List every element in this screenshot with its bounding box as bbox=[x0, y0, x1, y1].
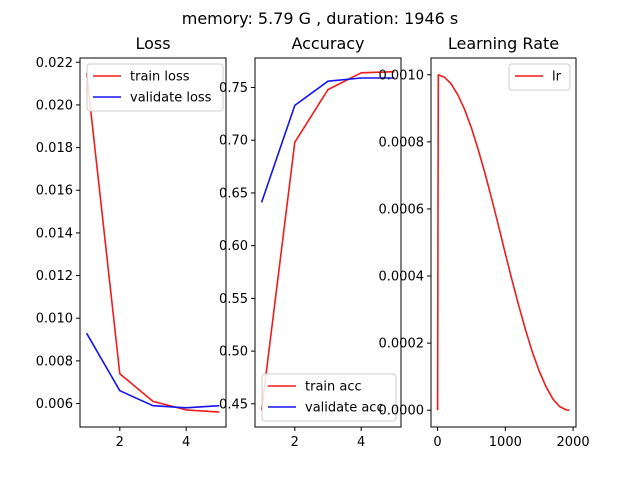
y-tick-label: 0.0000 bbox=[379, 404, 425, 419]
legend-label: train acc bbox=[305, 380, 362, 395]
y-tick-label: 0.50 bbox=[219, 345, 248, 360]
x-tick-label: 1000 bbox=[489, 435, 522, 450]
x-tick-label: 2 bbox=[116, 435, 124, 450]
y-tick-label: 0.0006 bbox=[379, 202, 425, 217]
x-tick-label: 2 bbox=[291, 435, 299, 450]
x-tick-label: 4 bbox=[182, 435, 190, 450]
legend-label: validate loss bbox=[130, 91, 212, 106]
y-tick-label: 0.012 bbox=[36, 269, 73, 284]
y-tick-label: 0.018 bbox=[36, 141, 73, 156]
y-tick-label: 0.016 bbox=[36, 184, 73, 199]
y-tick-label: 0.70 bbox=[219, 134, 248, 149]
y-tick-label: 0.0008 bbox=[379, 135, 425, 150]
panel-title: Learning Rate bbox=[448, 34, 559, 53]
y-tick-label: 0.0002 bbox=[379, 337, 425, 352]
series-line-validate-acc bbox=[260, 77, 395, 203]
axes-frame bbox=[254, 57, 402, 428]
y-tick-label: 0.65 bbox=[219, 186, 248, 201]
legend-label: lr bbox=[552, 70, 562, 85]
y-tick-label: 0.020 bbox=[36, 98, 73, 113]
x-tick-label: 0 bbox=[433, 435, 441, 450]
figure-suptitle: memory: 5.79 G , duration: 1946 s bbox=[182, 9, 458, 28]
panel-1: Accuracy 0.45 0.50 0.55 0.60 0.65 0.70 0.75 2 4 tr… bbox=[219, 34, 402, 450]
y-tick-label: 0.55 bbox=[219, 292, 248, 307]
legend-label: train loss bbox=[130, 70, 190, 85]
y-tick-label: 0.60 bbox=[219, 239, 248, 254]
y-tick-label: 0.014 bbox=[36, 226, 73, 241]
y-tick-label: 0.010 bbox=[36, 312, 73, 327]
x-tick-label: 2000 bbox=[557, 435, 590, 450]
series-line-lr bbox=[436, 74, 570, 411]
panel-0: Loss 0.006 0.008 0.010 0.012 0.014 0.016 0.018 0… bbox=[36, 34, 227, 450]
legend-box bbox=[508, 63, 571, 91]
series-line-train-loss bbox=[85, 72, 220, 413]
panel-title: Loss bbox=[135, 34, 170, 53]
y-tick-label: 0.75 bbox=[219, 81, 248, 96]
y-tick-label: 0.0010 bbox=[379, 68, 425, 83]
x-tick-label: 4 bbox=[357, 435, 365, 450]
axes-frame bbox=[430, 57, 577, 428]
y-tick-label: 0.45 bbox=[219, 397, 248, 412]
y-tick-label: 0.006 bbox=[36, 397, 73, 412]
y-tick-label: 0.022 bbox=[36, 56, 73, 71]
y-tick-label: 0.0004 bbox=[379, 270, 425, 285]
axes-frame bbox=[79, 57, 227, 428]
y-tick-label: 0.008 bbox=[36, 354, 73, 369]
panel-title: Accuracy bbox=[291, 34, 364, 53]
series-line-validate-loss bbox=[85, 332, 220, 409]
panel-2: Learning Rate 0.0000 0.0002 0.0004 0.0006 0.0… bbox=[379, 34, 590, 450]
series-line-train-acc bbox=[260, 70, 395, 411]
legend-label: validate acc bbox=[305, 401, 384, 416]
